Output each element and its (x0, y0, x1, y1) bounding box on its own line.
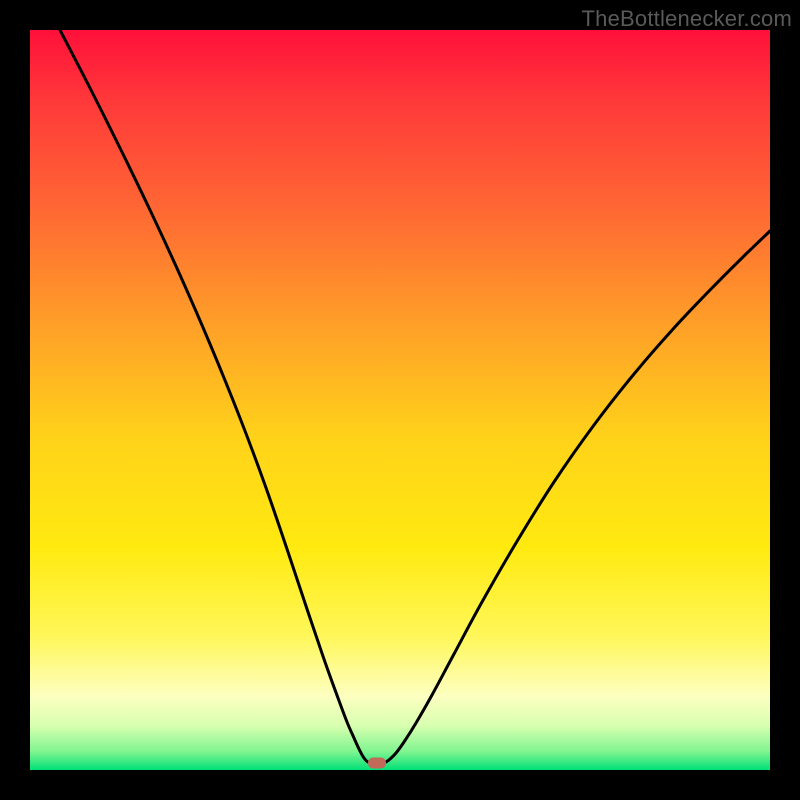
chart-frame: TheBottlenecker.com (0, 0, 800, 800)
chart-svg (0, 0, 800, 800)
optimal-marker (368, 758, 386, 769)
plot-background (30, 30, 770, 770)
watermark-text: TheBottlenecker.com (582, 6, 792, 32)
